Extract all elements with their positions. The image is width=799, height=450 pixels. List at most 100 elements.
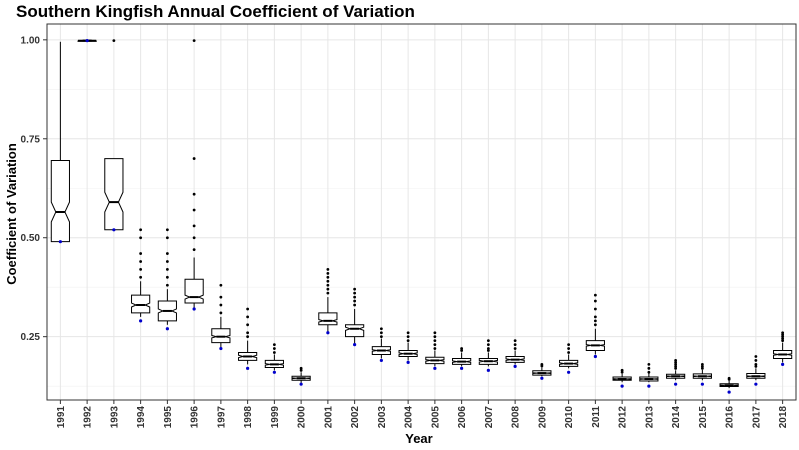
box-layer [50, 39, 793, 394]
outlier-point [620, 368, 624, 372]
outlier-point [165, 267, 169, 271]
chart-title: Southern Kingfish Annual Coefficient of … [16, 2, 415, 21]
outlier-point [433, 331, 437, 335]
blue-point [139, 319, 143, 323]
y-tick-label: 0.50 [21, 233, 41, 244]
box-body [50, 160, 70, 243]
outlier-point [540, 362, 544, 366]
box-2011 [585, 293, 605, 359]
blue-point [272, 370, 276, 374]
x-tick-label: 1997 [216, 406, 227, 429]
box-1992 [77, 39, 97, 43]
outlier-point [700, 364, 704, 368]
outlier-point [165, 236, 169, 240]
outlier-point [513, 343, 517, 346]
outlier-point [781, 335, 785, 339]
x-tick-label: 1998 [243, 406, 254, 429]
outlier-point [754, 355, 758, 358]
outlier-point [219, 283, 223, 287]
outlier-point [674, 359, 678, 362]
box-2007 [478, 339, 498, 372]
outlier-point [353, 291, 357, 295]
blue-point [513, 364, 517, 368]
outlier-point [567, 347, 571, 350]
outlier-point [272, 343, 276, 346]
x-tick-label: 2016 [725, 406, 736, 429]
outlier-point [674, 362, 678, 366]
blue-point [700, 382, 704, 386]
outlier-point [379, 327, 383, 331]
x-tick-label: 2011 [591, 406, 602, 428]
blue-point [647, 384, 651, 388]
x-tick-label: 1994 [136, 406, 147, 429]
blue-point [219, 346, 223, 351]
x-tick-label: 1996 [190, 406, 201, 429]
outlier-point [246, 335, 250, 339]
outlier-point [593, 307, 597, 311]
outlier-point [379, 335, 383, 339]
outlier-point [727, 376, 731, 380]
x-tick-label: 1993 [109, 406, 120, 429]
plot-panel-border [46, 23, 797, 401]
outlier-point [460, 347, 464, 350]
outlier-point [567, 343, 571, 346]
x-tick-label: 2004 [404, 406, 415, 429]
outlier-point [593, 323, 597, 327]
outlier-point [165, 283, 169, 287]
box-1998 [238, 307, 258, 370]
outlier-point [433, 335, 437, 339]
box-2012 [612, 368, 632, 388]
outlier-point [593, 319, 597, 323]
blue-point [674, 382, 678, 386]
box-1996 [184, 39, 204, 311]
x-tick-label: 2001 [323, 406, 334, 429]
box-1995 [157, 228, 177, 331]
y-tick-label: 1.00 [21, 35, 41, 46]
outlier-point [139, 252, 143, 255]
box-2015 [692, 362, 712, 386]
outlier-point [139, 275, 143, 279]
outlier-point [326, 279, 330, 283]
outlier-point [192, 236, 196, 240]
blue-point [727, 390, 731, 394]
outlier-point [165, 252, 169, 255]
x-tick-label: 2015 [698, 406, 709, 429]
outlier-point [754, 364, 758, 368]
outlier-point [620, 370, 624, 374]
blue-point [620, 384, 624, 388]
y-tick-label: 0.25 [21, 332, 41, 343]
outlier-point [593, 299, 597, 303]
outlier-point [192, 157, 196, 160]
blue-point [326, 331, 330, 335]
x-tick-label: 2002 [350, 406, 361, 429]
outlier-point [165, 228, 169, 232]
box-body [318, 312, 338, 326]
box-2004 [398, 331, 418, 364]
x-tick-label: 1999 [270, 406, 281, 429]
outlier-point [326, 291, 330, 295]
x-tick-label: 2000 [297, 406, 308, 429]
x-tick-label: 2014 [671, 406, 682, 429]
box-2001 [318, 267, 338, 335]
outlier-point [647, 366, 651, 370]
outlier-point [326, 287, 330, 291]
outlier-point [139, 260, 143, 263]
outlier-point [433, 339, 437, 343]
x-tick-label: 2012 [618, 406, 629, 429]
outlier-point [299, 366, 303, 370]
box-2013 [639, 362, 659, 388]
outlier-point [299, 368, 303, 372]
outlier-point [139, 236, 143, 240]
box-body [184, 278, 204, 304]
outlier-point [781, 331, 785, 335]
x-tick-label: 2008 [511, 406, 522, 429]
x-tick-label: 2003 [377, 406, 388, 429]
outlier-point [165, 260, 169, 263]
x-tick-label: 2013 [644, 406, 655, 429]
blue-point [781, 362, 785, 366]
x-tick-label: 2009 [537, 406, 548, 429]
box-2005 [425, 331, 445, 370]
outlier-point [272, 347, 276, 350]
outlier-point [406, 331, 410, 335]
